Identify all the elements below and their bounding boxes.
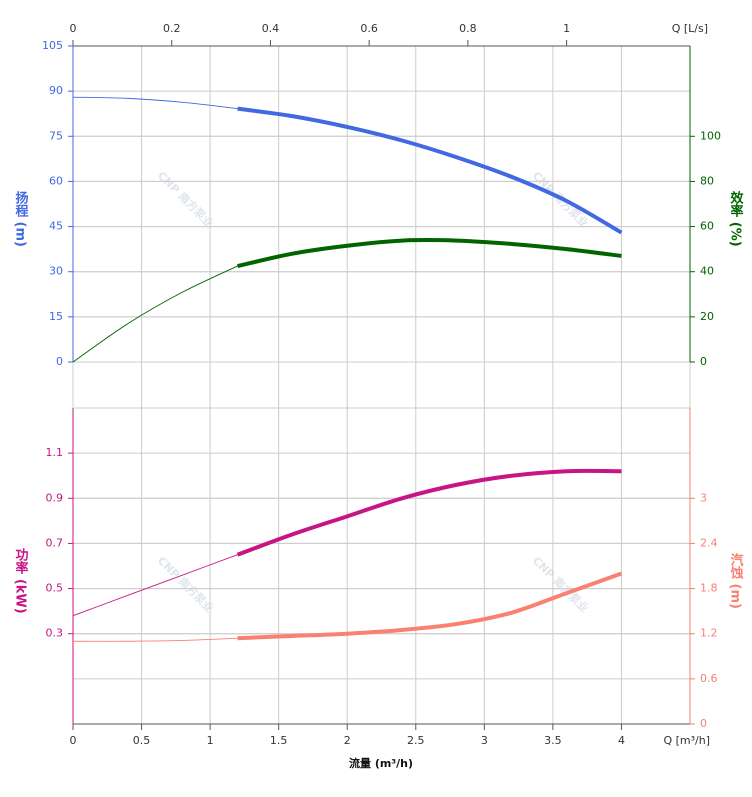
y2-tick-label: 1.2 <box>700 627 718 640</box>
curve-operating <box>236 468 622 557</box>
x2-tick-label: 0 <box>70 22 77 35</box>
x2-tick-label: 0.2 <box>163 22 181 35</box>
y-tick-label: 60 <box>49 174 63 187</box>
y-tick-label: 15 <box>49 310 63 323</box>
y-axis-title: 功率 (kW) <box>13 548 29 613</box>
curve-operating <box>237 106 623 235</box>
curve-extended <box>72 265 238 363</box>
curve-extended <box>72 96 238 110</box>
y-tick-label: 0.7 <box>46 536 64 549</box>
y-tick-label: 0.5 <box>46 582 64 595</box>
y2-tick-label: 3 <box>700 491 707 504</box>
curve-operating <box>237 238 622 269</box>
y2-tick-label: 80 <box>700 174 714 187</box>
y2-axis-title: 效率 (%) <box>728 191 744 247</box>
curve-extended <box>72 637 238 642</box>
y2-tick-label: 0.6 <box>700 672 718 685</box>
y-tick-label: 1.1 <box>46 446 64 459</box>
x-tick-label: 1.5 <box>270 734 288 747</box>
curve-operating <box>237 571 623 641</box>
x-tick-label: 2 <box>344 734 351 747</box>
x-tick-label: 0.5 <box>133 734 151 747</box>
y2-tick-label: 60 <box>700 220 714 233</box>
x2-tick-label: 0.4 <box>262 22 280 35</box>
y2-tick-label: 20 <box>700 310 714 323</box>
curve-extended <box>72 554 238 617</box>
x-tick-label: 4 <box>618 734 625 747</box>
y2-axis-title: 汽蚀 (m) <box>728 552 745 609</box>
y-axis-title: 扬程 (m) <box>13 190 29 247</box>
y-tick-label: 90 <box>49 84 63 97</box>
x2-tick-label: 1 <box>563 22 570 35</box>
y-tick-label: 0.9 <box>46 491 64 504</box>
y2-tick-label: 0 <box>700 355 707 368</box>
y-tick-label: 0.3 <box>46 627 64 640</box>
y-tick-label: 105 <box>42 39 63 52</box>
x2-tick-label: 0.6 <box>360 22 378 35</box>
x-unit: Q [m³/h] <box>663 734 710 747</box>
y2-tick-label: 100 <box>700 129 721 142</box>
x-tick-label: 0 <box>70 734 77 747</box>
y-tick-label: 45 <box>49 220 63 233</box>
y-tick-label: 0 <box>56 355 63 368</box>
axes: 0 0.5 1 1.5 2 2.5 3 3.5 4 Q [m³/h] 流量 (m³/h) 0 0.2 0.… <box>13 22 745 770</box>
y2-tick-label: 40 <box>700 265 714 278</box>
curves <box>72 96 623 642</box>
x-tick-label: 3 <box>481 734 488 747</box>
x2-axis-title: Q [L/s] <box>672 22 708 35</box>
y-tick-label: 75 <box>49 129 63 142</box>
x2-tick-label: 0.8 <box>459 22 477 35</box>
y2-tick-label: 1.8 <box>700 582 718 595</box>
x-tick-label: 2.5 <box>407 734 425 747</box>
x-axis-title: 流量 (m³/h) <box>349 756 413 770</box>
x-tick-label: 3.5 <box>544 734 562 747</box>
y2-tick-label: 0 <box>700 717 707 730</box>
y2-tick-label: 2.4 <box>700 536 718 549</box>
x-tick-label: 1 <box>207 734 214 747</box>
y-tick-label: 30 <box>49 265 63 278</box>
